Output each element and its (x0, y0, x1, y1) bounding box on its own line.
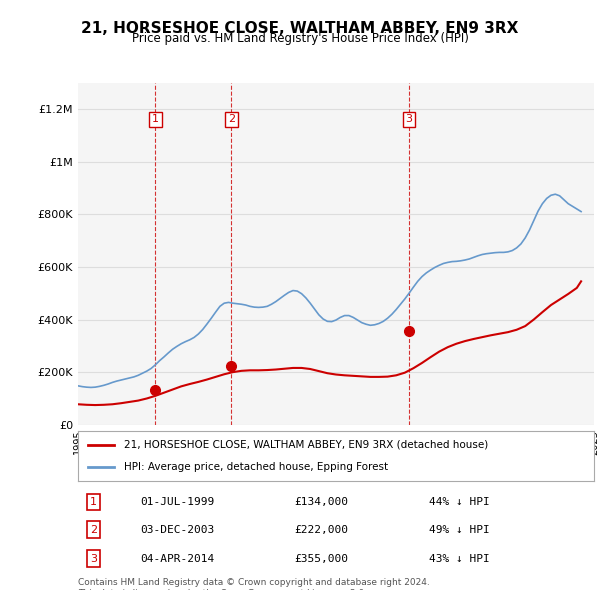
Text: £222,000: £222,000 (295, 525, 349, 535)
Text: 1: 1 (152, 114, 159, 124)
Text: 43% ↓ HPI: 43% ↓ HPI (429, 554, 490, 564)
Text: 21, HORSESHOE CLOSE, WALTHAM ABBEY, EN9 3RX: 21, HORSESHOE CLOSE, WALTHAM ABBEY, EN9 … (82, 21, 518, 35)
Text: 3: 3 (406, 114, 413, 124)
Text: £134,000: £134,000 (295, 497, 349, 507)
Text: 44% ↓ HPI: 44% ↓ HPI (429, 497, 490, 507)
Text: 49% ↓ HPI: 49% ↓ HPI (429, 525, 490, 535)
Text: £355,000: £355,000 (295, 554, 349, 564)
Text: 3: 3 (90, 554, 97, 564)
Text: 21, HORSESHOE CLOSE, WALTHAM ABBEY, EN9 3RX (detached house): 21, HORSESHOE CLOSE, WALTHAM ABBEY, EN9 … (124, 440, 488, 450)
Text: 2: 2 (228, 114, 235, 124)
Text: Price paid vs. HM Land Registry's House Price Index (HPI): Price paid vs. HM Land Registry's House … (131, 32, 469, 45)
Text: 1: 1 (90, 497, 97, 507)
Text: HPI: Average price, detached house, Epping Forest: HPI: Average price, detached house, Eppi… (124, 462, 389, 472)
Text: 04-APR-2014: 04-APR-2014 (140, 554, 214, 564)
Text: Contains HM Land Registry data © Crown copyright and database right 2024.
This d: Contains HM Land Registry data © Crown c… (78, 578, 430, 590)
Text: 01-JUL-1999: 01-JUL-1999 (140, 497, 214, 507)
Text: 2: 2 (90, 525, 97, 535)
Text: 03-DEC-2003: 03-DEC-2003 (140, 525, 214, 535)
